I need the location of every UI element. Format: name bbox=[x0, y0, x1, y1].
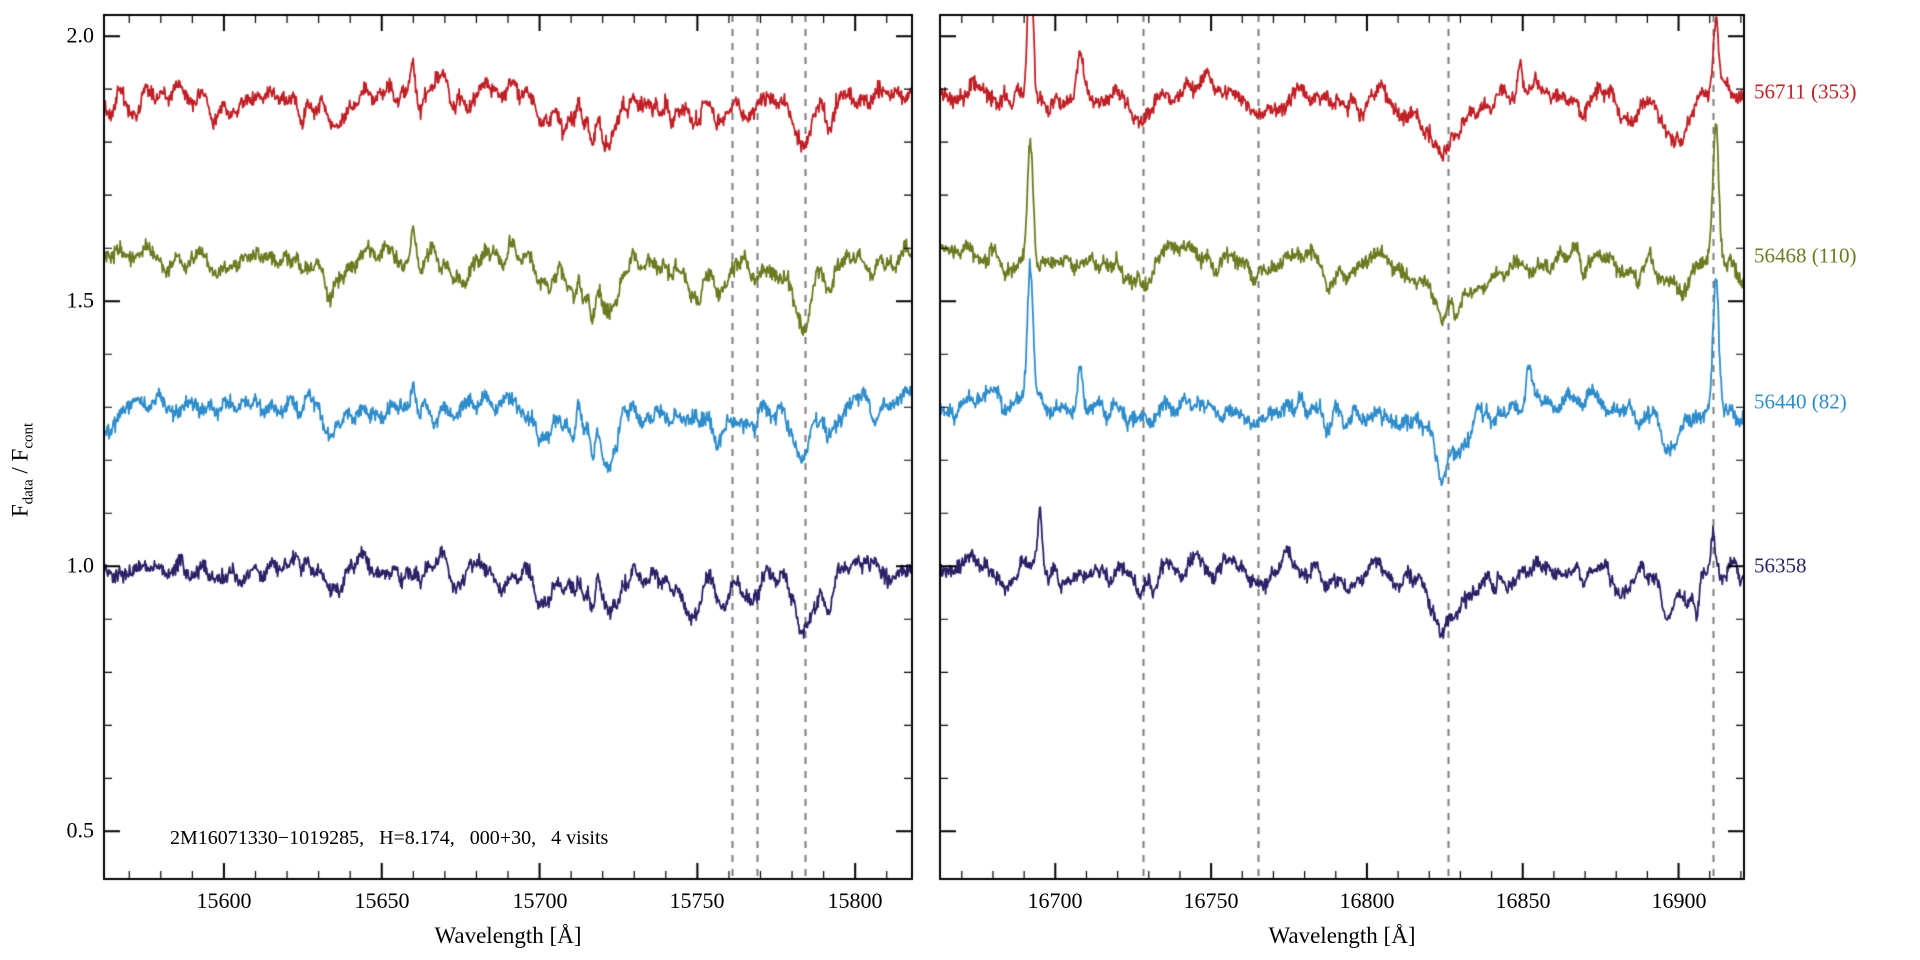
x-axis-title-left: Wavelength [Å] bbox=[434, 923, 582, 948]
x-axis-title-right: Wavelength [Å] bbox=[1268, 923, 1416, 948]
y-axis-title-sub2: cont bbox=[20, 422, 37, 449]
series-label: 56358 bbox=[1754, 553, 1807, 578]
x-tick-label: 16850 bbox=[1495, 888, 1551, 913]
x-tick-label: 16800 bbox=[1339, 888, 1395, 913]
y-axis-title-base1: F bbox=[7, 504, 33, 518]
x-tick-label: 16750 bbox=[1183, 888, 1239, 913]
y-tick-label: 1.0 bbox=[66, 552, 95, 578]
y-axis-title-sub1: data bbox=[20, 479, 37, 505]
y-tick-label: 2.0 bbox=[66, 22, 95, 48]
x-tick-label: 16700 bbox=[1027, 888, 1083, 913]
x-tick-label: 15800 bbox=[827, 888, 883, 913]
x-tick-label: 15650 bbox=[354, 888, 410, 913]
x-tick-label: 16900 bbox=[1651, 888, 1707, 913]
series-label: 56711 (353) bbox=[1754, 79, 1857, 104]
target-annotation: 2M16071330−1019285, H=8.174, 000+30, 4 v… bbox=[170, 827, 609, 849]
y-tick-label: 0.5 bbox=[66, 817, 95, 843]
series-label: 56468 (110) bbox=[1754, 243, 1857, 268]
x-tick-label: 15600 bbox=[196, 888, 252, 913]
series-label: 56440 (82) bbox=[1754, 389, 1847, 414]
y-tick-label: 1.5 bbox=[66, 287, 95, 313]
x-tick-label: 15750 bbox=[669, 888, 725, 913]
y-axis-title-base2: / F bbox=[7, 448, 33, 480]
y-axis-title: Fdata / Fcont bbox=[7, 423, 37, 517]
x-tick-label: 15700 bbox=[512, 888, 568, 913]
